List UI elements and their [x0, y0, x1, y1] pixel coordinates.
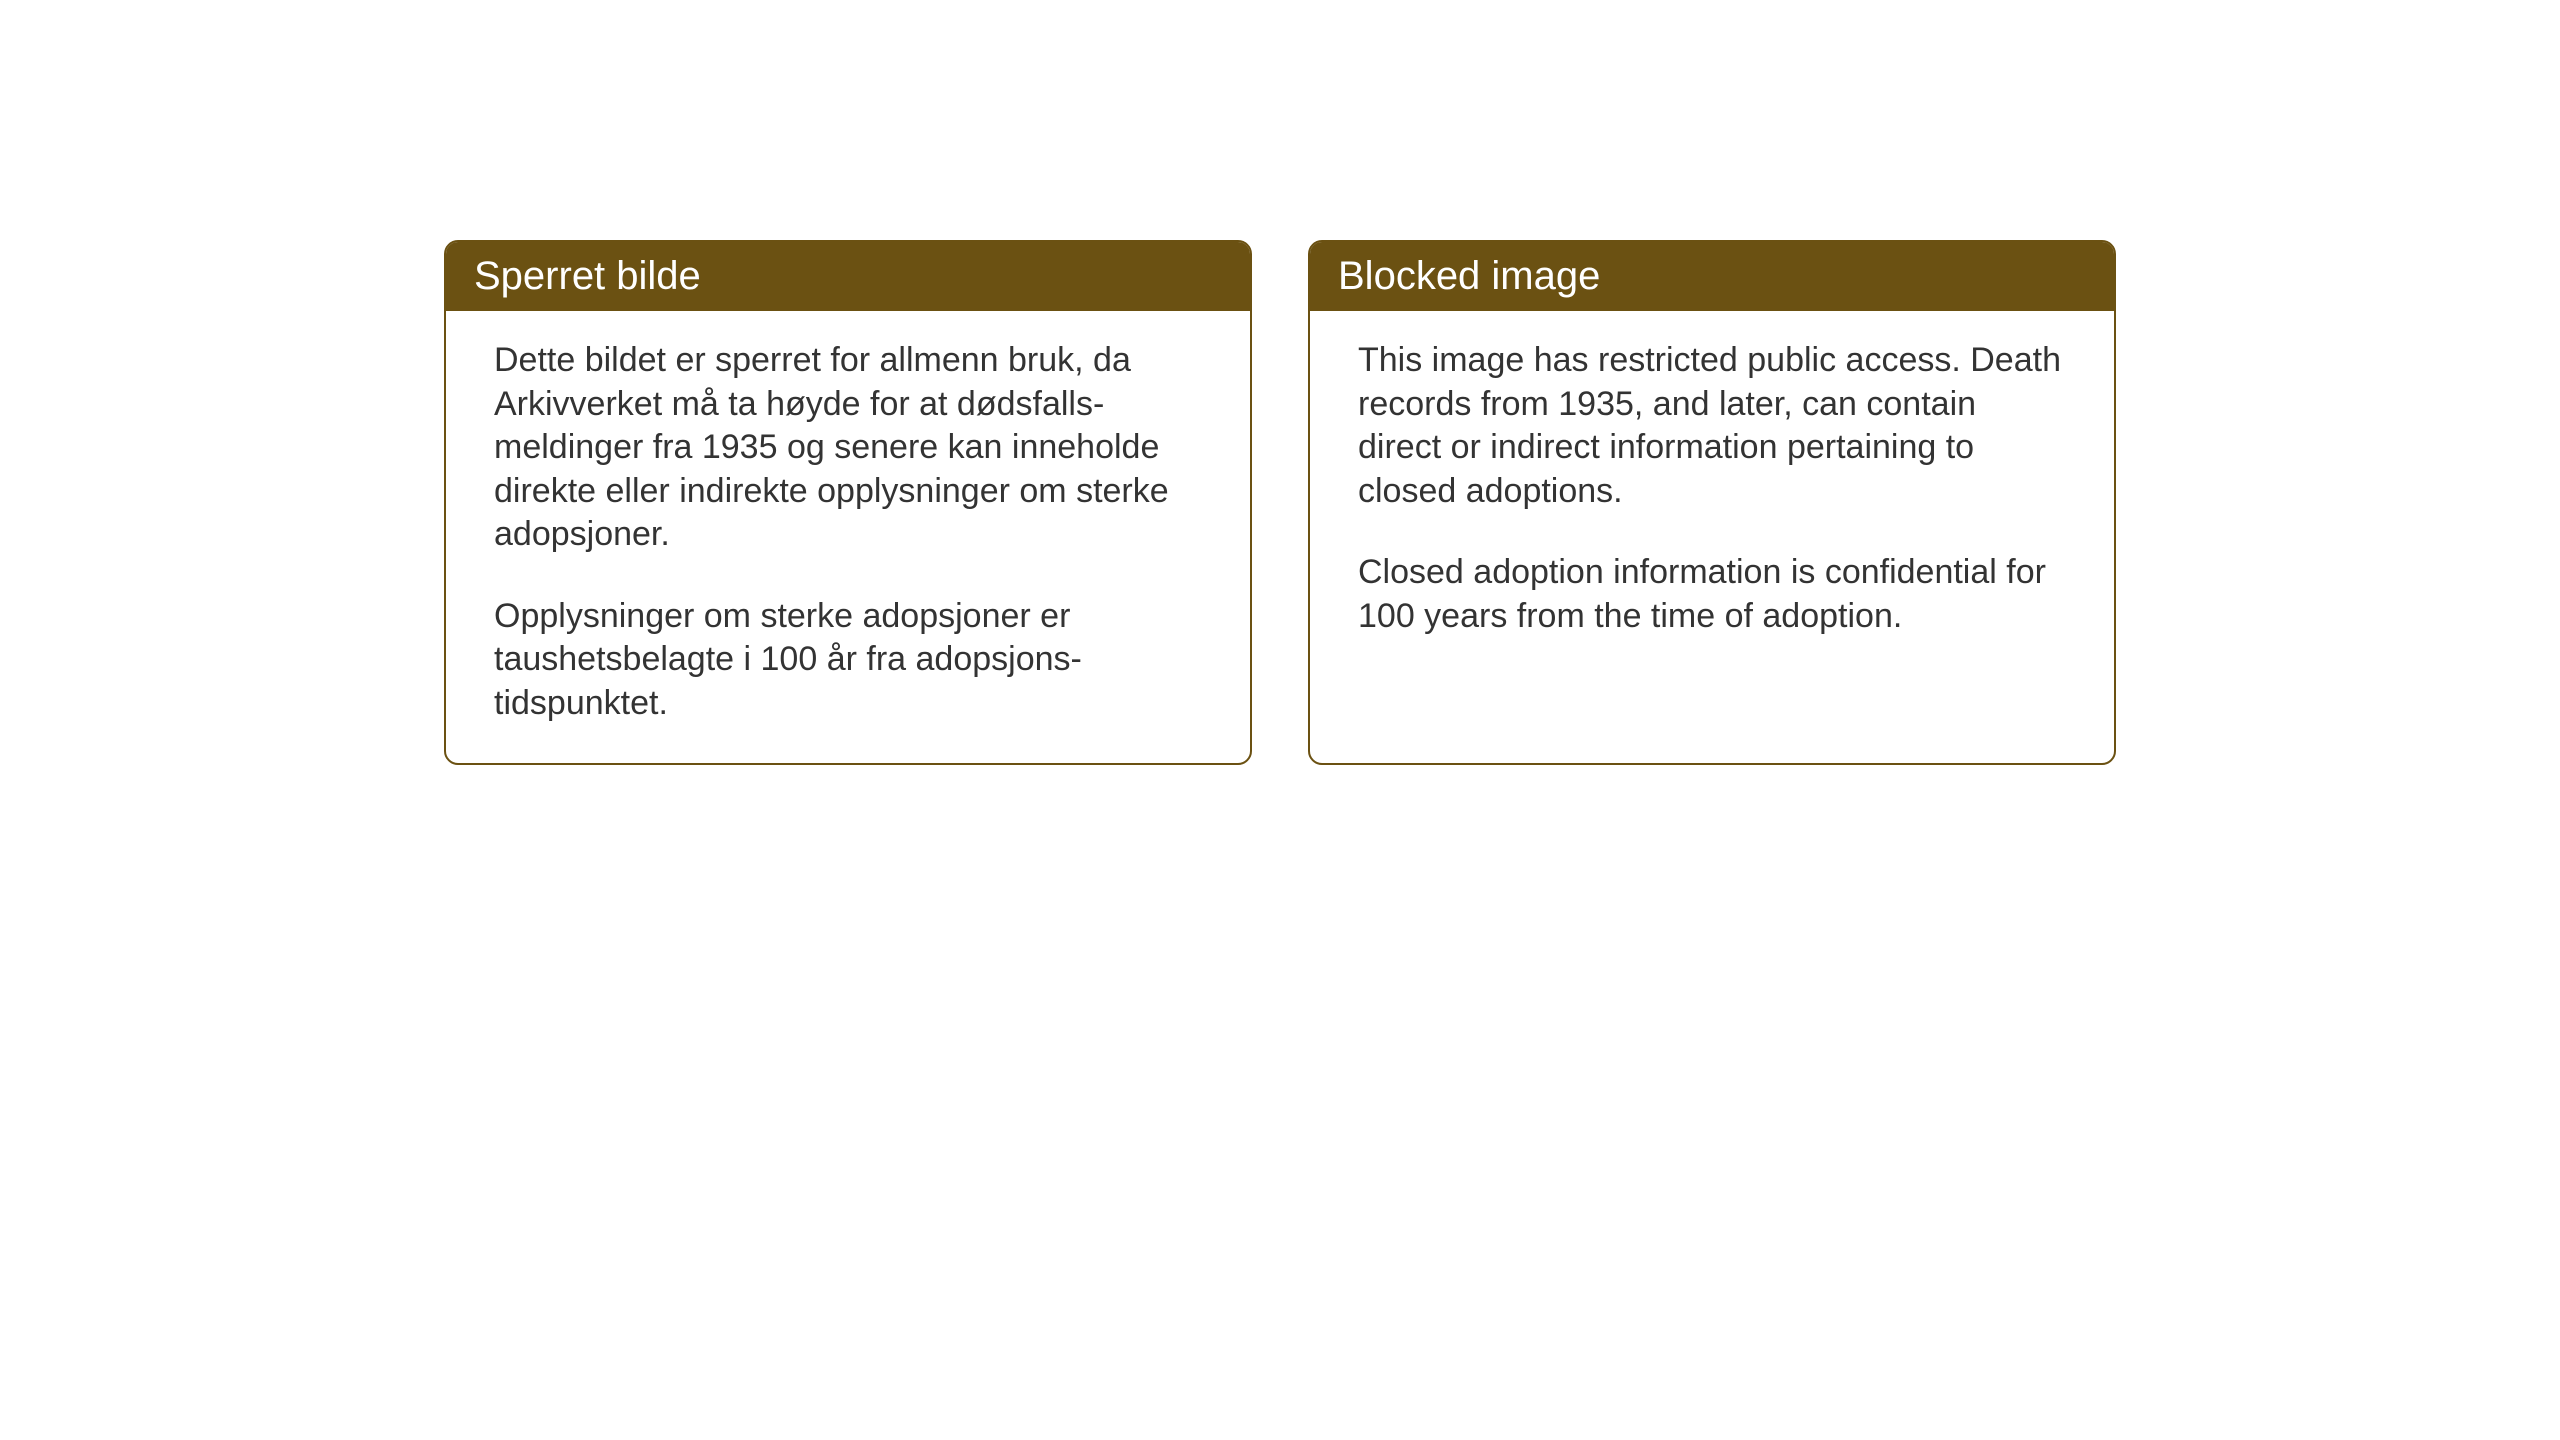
notice-card-norwegian: Sperret bilde Dette bildet er sperret fo… [444, 240, 1252, 765]
paragraph-1-norwegian: Dette bildet er sperret for allmenn bruk… [494, 339, 1202, 557]
notice-container: Sperret bilde Dette bildet er sperret fo… [444, 240, 2116, 765]
paragraph-2-norwegian: Opplysninger om sterke adopsjoner er tau… [494, 595, 1202, 726]
notice-card-english: Blocked image This image has restricted … [1308, 240, 2116, 765]
paragraph-2-english: Closed adoption information is confident… [1358, 551, 2066, 638]
card-title-english: Blocked image [1310, 242, 2114, 311]
paragraph-1-english: This image has restricted public access.… [1358, 339, 2066, 513]
card-body-norwegian: Dette bildet er sperret for allmenn bruk… [446, 311, 1250, 763]
card-title-norwegian: Sperret bilde [446, 242, 1250, 311]
card-body-english: This image has restricted public access.… [1310, 311, 2114, 676]
